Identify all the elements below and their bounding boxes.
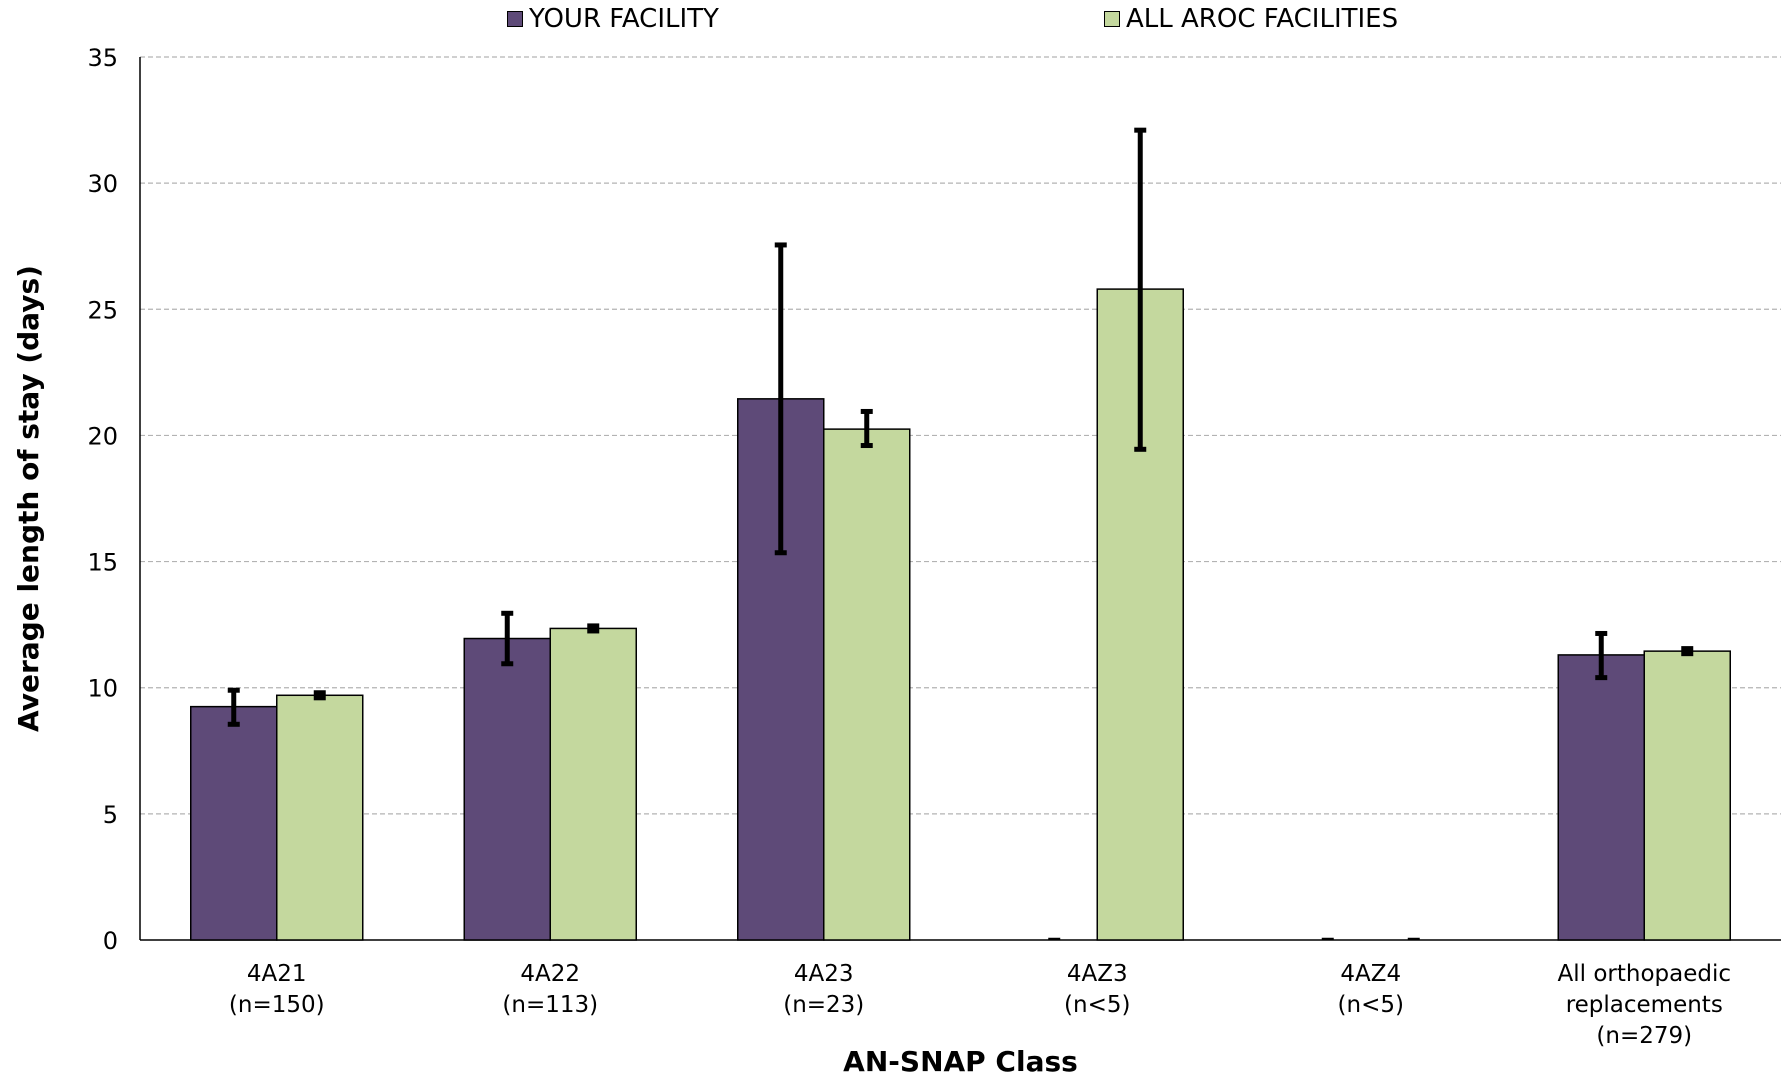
legend-swatch-all-aroc-facilities [1104, 11, 1120, 27]
y-tick-label: 5 [103, 801, 118, 829]
x-tick-label: 4AZ3 [1067, 961, 1128, 987]
bar [190, 705, 278, 941]
y-tick-label: 35 [87, 44, 118, 72]
x-tick-label: 4A22 [520, 961, 580, 987]
x-tick-label: (n=113) [502, 992, 598, 1018]
x-tick-label: All orthopaedic [1558, 961, 1732, 987]
bar [823, 428, 911, 941]
bar [276, 694, 364, 941]
y-tick-label: 15 [87, 549, 118, 577]
x-tick-label: 4A21 [247, 961, 307, 987]
x-tick-label: replacements [1566, 992, 1723, 1018]
bar [463, 637, 551, 941]
y-tick-label: 25 [87, 296, 118, 324]
x-tick-label: 4AZ4 [1340, 961, 1401, 987]
legend-label-all-aroc-facilities: ALL AROC FACILITIES [1126, 4, 1399, 34]
x-axis-title: AN-SNAP Class [843, 1045, 1078, 1075]
legend: YOUR FACILITY ALL AROC FACILITIES [0, 4, 1786, 38]
x-tick-label: (n=23) [783, 992, 864, 1018]
y-tick-label: 0 [103, 927, 118, 955]
legend-swatch-your-facility [507, 11, 523, 27]
bar [1557, 654, 1645, 941]
y-tick-label: 30 [87, 170, 118, 198]
legend-item-your-facility: YOUR FACILITY [507, 4, 719, 34]
y-tick-label: 20 [87, 422, 118, 450]
x-tick-label: (n=150) [229, 992, 325, 1018]
legend-item-all-aroc-facilities: ALL AROC FACILITIES [1104, 4, 1398, 34]
y-axis-title: Average length of stay (days) [12, 265, 45, 732]
x-tick-label: (n<5) [1064, 992, 1130, 1018]
y-tick-label: 10 [87, 675, 118, 703]
bar [737, 398, 825, 941]
x-tick-label: 4A23 [794, 961, 854, 987]
bar [1643, 650, 1731, 941]
x-tick-label: (n=279) [1596, 1023, 1692, 1049]
legend-label-your-facility: YOUR FACILITY [529, 4, 719, 34]
bar [549, 627, 637, 941]
x-tick-label: (n<5) [1338, 992, 1404, 1018]
